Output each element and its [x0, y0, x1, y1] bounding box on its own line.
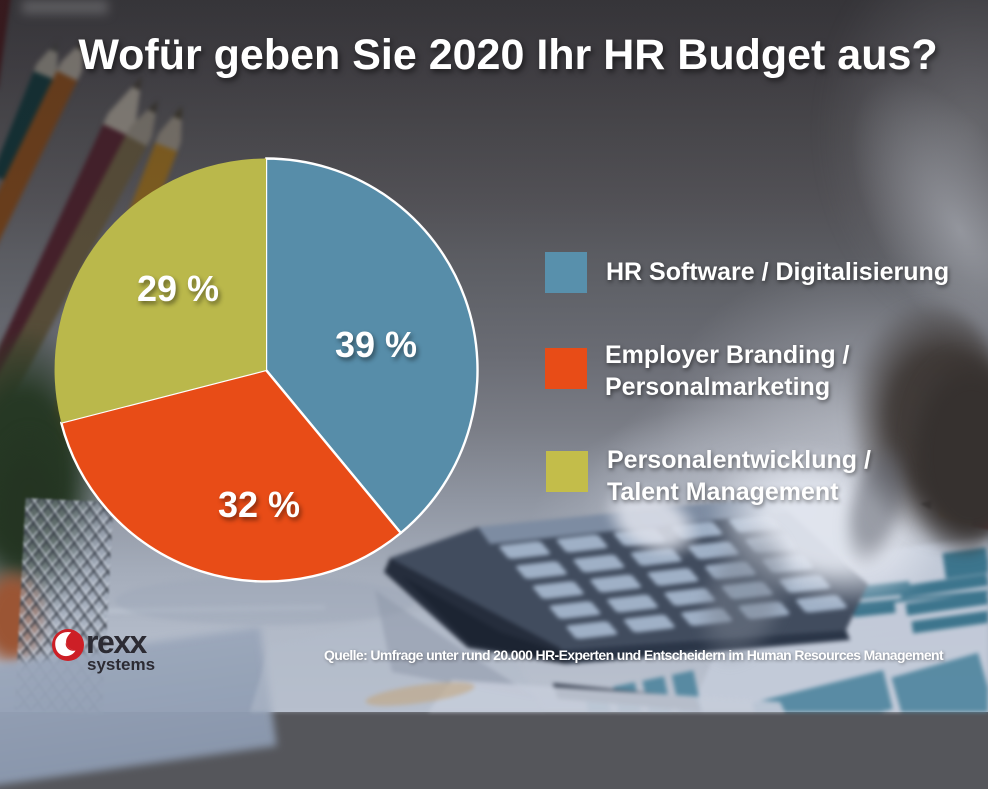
svg-text:systems: systems: [87, 655, 155, 674]
svg-text:rexx: rexx: [86, 626, 148, 660]
